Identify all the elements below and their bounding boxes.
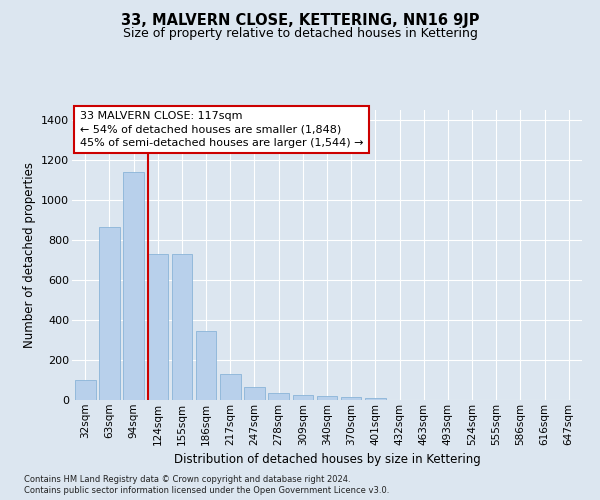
Bar (293, 395, 313, 400)
Y-axis label: Number of detached properties: Number of detached properties (23, 162, 35, 348)
Bar (196, 331, 217, 400)
X-axis label: Distribution of detached houses by size in Kettering: Distribution of detached houses by size … (173, 453, 481, 466)
Bar (148, 254, 168, 400)
Text: Size of property relative to detached houses in Kettering: Size of property relative to detached ho… (122, 28, 478, 40)
Bar (317, 396, 337, 400)
Bar (124, 172, 144, 400)
Bar (75, 380, 95, 400)
Bar (244, 387, 265, 400)
Text: 33, MALVERN CLOSE, KETTERING, NN16 9JP: 33, MALVERN CLOSE, KETTERING, NN16 9JP (121, 12, 479, 28)
Bar (220, 374, 241, 400)
Bar (365, 398, 386, 400)
Bar (268, 393, 289, 400)
Text: Contains public sector information licensed under the Open Government Licence v3: Contains public sector information licen… (24, 486, 389, 495)
Bar (341, 397, 361, 400)
Bar (172, 254, 192, 400)
Bar (99, 227, 120, 400)
Text: Contains HM Land Registry data © Crown copyright and database right 2024.: Contains HM Land Registry data © Crown c… (24, 475, 350, 484)
Text: 33 MALVERN CLOSE: 117sqm
← 54% of detached houses are smaller (1,848)
45% of sem: 33 MALVERN CLOSE: 117sqm ← 54% of detach… (80, 112, 363, 148)
